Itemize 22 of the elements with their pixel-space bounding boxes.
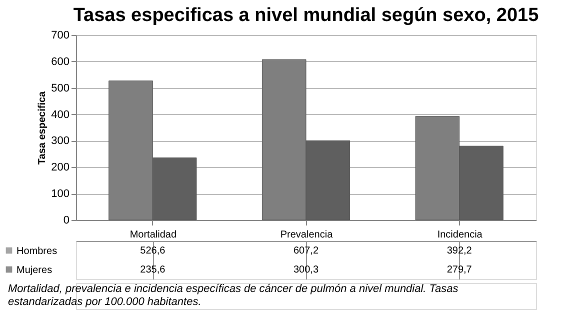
text: Mortalidad, prevalencia e incidencia específicas de cáncer de pulmón a nivel mundial. Tasas estandarizadas por 100.000 habitantes. xyxy=(8,283,459,308)
data-label: 526,6 xyxy=(140,246,166,256)
y-tick-label: 600 xyxy=(51,56,70,68)
x-tick-label: Mortalidad xyxy=(130,230,177,240)
legend-label: Mujeres xyxy=(16,265,52,276)
chart-title: Tasas especificas a nivel mundial según sexo, 2015 xyxy=(73,5,540,26)
x-tick-label: Prevalencia xyxy=(280,230,334,240)
data-label: 392,2 xyxy=(446,246,472,256)
data-label: 235,6 xyxy=(140,264,166,276)
y-tick-label: 100 xyxy=(51,188,70,200)
x-tick-label: Incidencia xyxy=(437,230,483,240)
y-tick-label: 0 xyxy=(63,214,70,226)
y-tick-label: 200 xyxy=(51,162,70,174)
data-label: 607,2 xyxy=(293,246,319,256)
y-tick-label: 500 xyxy=(51,82,70,94)
y-tick-label: 700 xyxy=(51,30,70,42)
y-axis-title: Tasa especifica xyxy=(37,90,48,165)
y-tick-label: 300 xyxy=(51,135,70,148)
legend-label: Hombres xyxy=(16,246,58,257)
data-label: 300,3 xyxy=(293,264,319,276)
data-label: 279,7 xyxy=(446,264,472,276)
y-tick-label: 400 xyxy=(51,108,70,121)
